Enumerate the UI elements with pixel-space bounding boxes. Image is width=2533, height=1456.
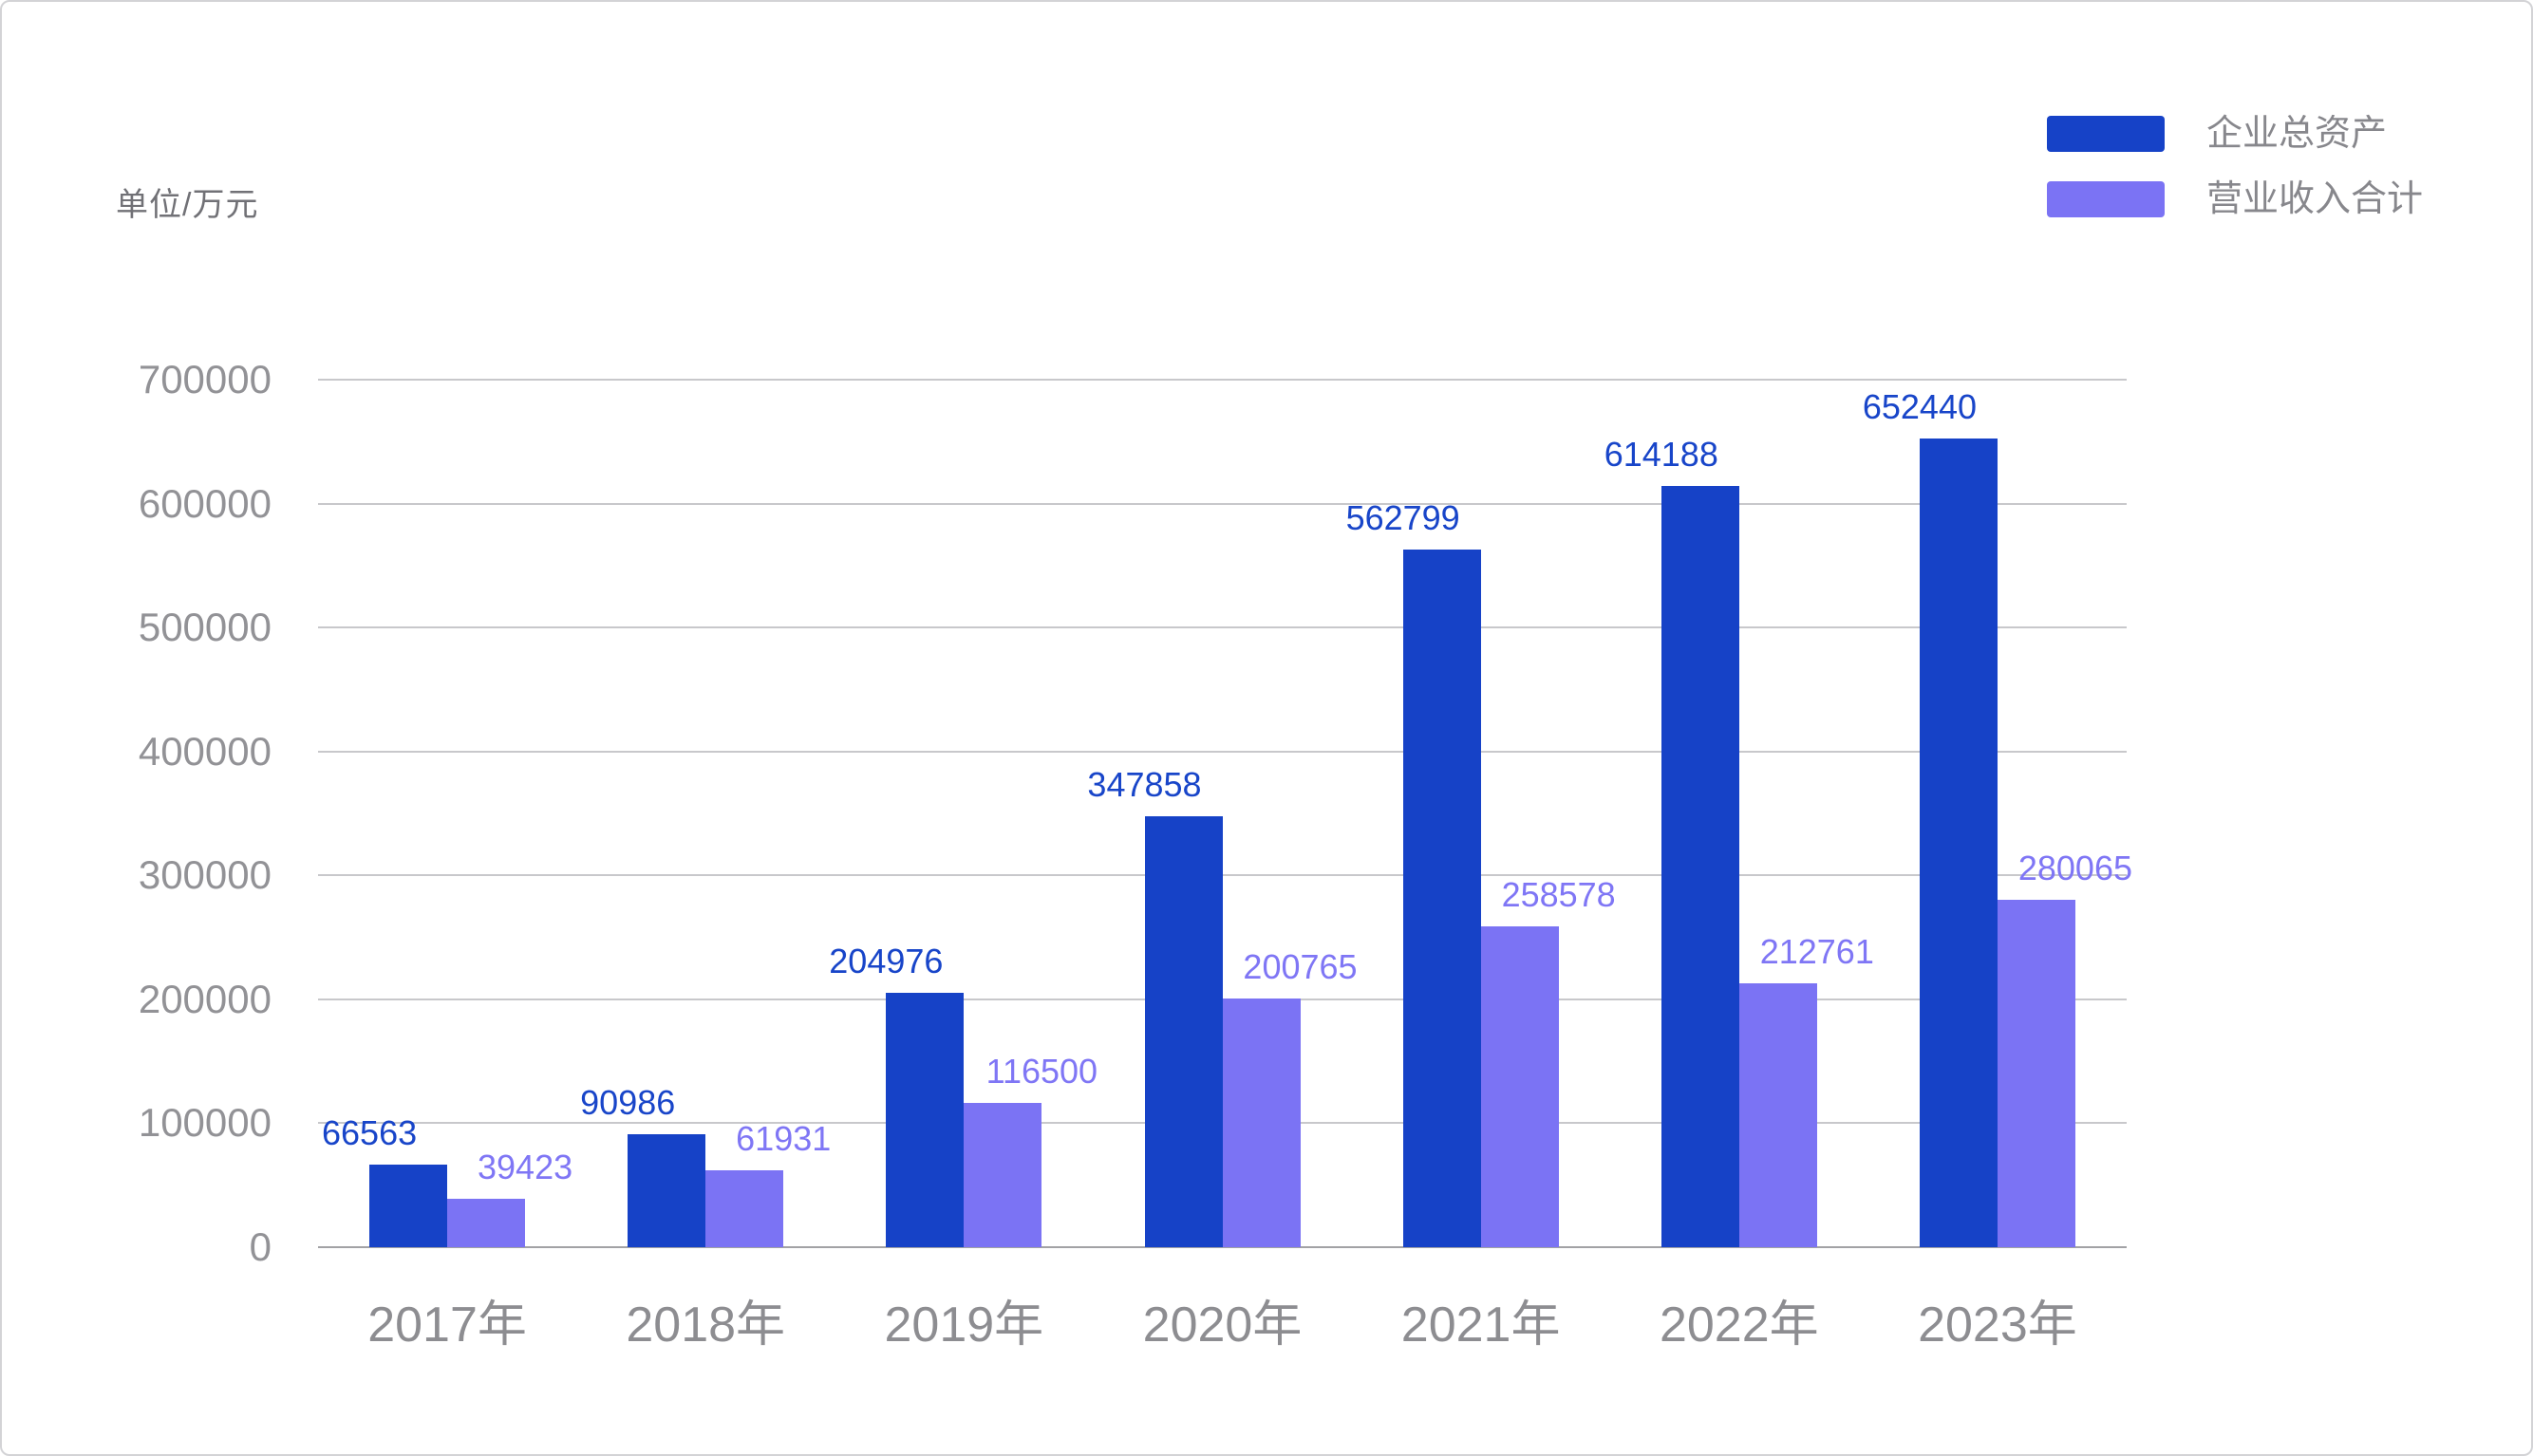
gridline — [318, 379, 2127, 381]
bar-revenue — [1997, 900, 2075, 1247]
bar-total-assets — [1919, 439, 1998, 1247]
x-axis-baseline — [318, 1246, 2127, 1248]
x-tick-label: 2018年 — [626, 1297, 786, 1353]
bar-total-assets — [1661, 486, 1739, 1247]
unit-label: 单位/万元 — [116, 187, 259, 223]
gridline — [318, 874, 2127, 877]
bar-revenue — [1738, 983, 1817, 1247]
value-label: 258578 — [1501, 875, 1616, 915]
x-tick-label: 2020年 — [1142, 1297, 1303, 1353]
legend-swatch-total-assets — [2047, 116, 2165, 152]
legend-label-total-assets: 企业总资产 — [2206, 114, 2388, 154]
bar-total-assets — [886, 993, 965, 1247]
bar-total-assets — [369, 1165, 448, 1247]
value-label: 212761 — [1759, 932, 1874, 972]
y-tick-label: 500000 — [138, 605, 272, 650]
gridline — [318, 626, 2127, 629]
x-tick-label: 2021年 — [1400, 1297, 1561, 1353]
x-tick-label: 2019年 — [884, 1297, 1044, 1353]
bar-total-assets — [628, 1134, 706, 1247]
value-label: 614188 — [1604, 435, 1718, 475]
bar-total-assets — [1144, 815, 1223, 1247]
x-tick-label: 2017年 — [367, 1297, 527, 1353]
y-tick-label: 700000 — [138, 357, 272, 401]
x-tick-label: 2023年 — [1918, 1297, 2077, 1353]
bar-revenue — [1480, 926, 1559, 1247]
y-tick-label: 400000 — [138, 728, 272, 774]
value-label: 200765 — [1243, 946, 1358, 986]
bar-total-assets — [1402, 550, 1481, 1247]
legend-swatch-revenue — [2047, 181, 2165, 217]
value-label: 66563 — [322, 1113, 418, 1153]
value-label: 562799 — [1345, 498, 1460, 538]
bar-revenue — [964, 1102, 1042, 1247]
y-tick-label: 200000 — [138, 976, 272, 1021]
value-label: 280065 — [2017, 849, 2132, 888]
gridline — [318, 750, 2127, 753]
value-label: 347858 — [1087, 764, 1202, 804]
value-label: 652440 — [1862, 387, 1977, 427]
legend-item-revenue: 营业收入合计 — [2047, 181, 2423, 217]
y-tick-label: 0 — [249, 1224, 272, 1269]
value-label: 204976 — [829, 942, 944, 981]
y-tick-label: 600000 — [138, 480, 272, 526]
bar-revenue — [447, 1198, 526, 1247]
legend-label-revenue: 营业收入合计 — [2206, 179, 2424, 219]
value-label: 116500 — [985, 1051, 1098, 1091]
y-tick-label: 100000 — [138, 1100, 272, 1146]
value-label: 61931 — [736, 1119, 832, 1159]
gridline — [318, 502, 2127, 505]
value-label: 90986 — [580, 1083, 676, 1123]
legend-item-total-assets: 企业总资产 — [2047, 116, 2387, 152]
bar-revenue — [1222, 998, 1301, 1247]
x-tick-label: 2022年 — [1659, 1297, 1819, 1353]
bar-revenue — [705, 1170, 784, 1247]
y-tick-label: 300000 — [138, 852, 272, 898]
value-label: 39423 — [478, 1147, 573, 1186]
